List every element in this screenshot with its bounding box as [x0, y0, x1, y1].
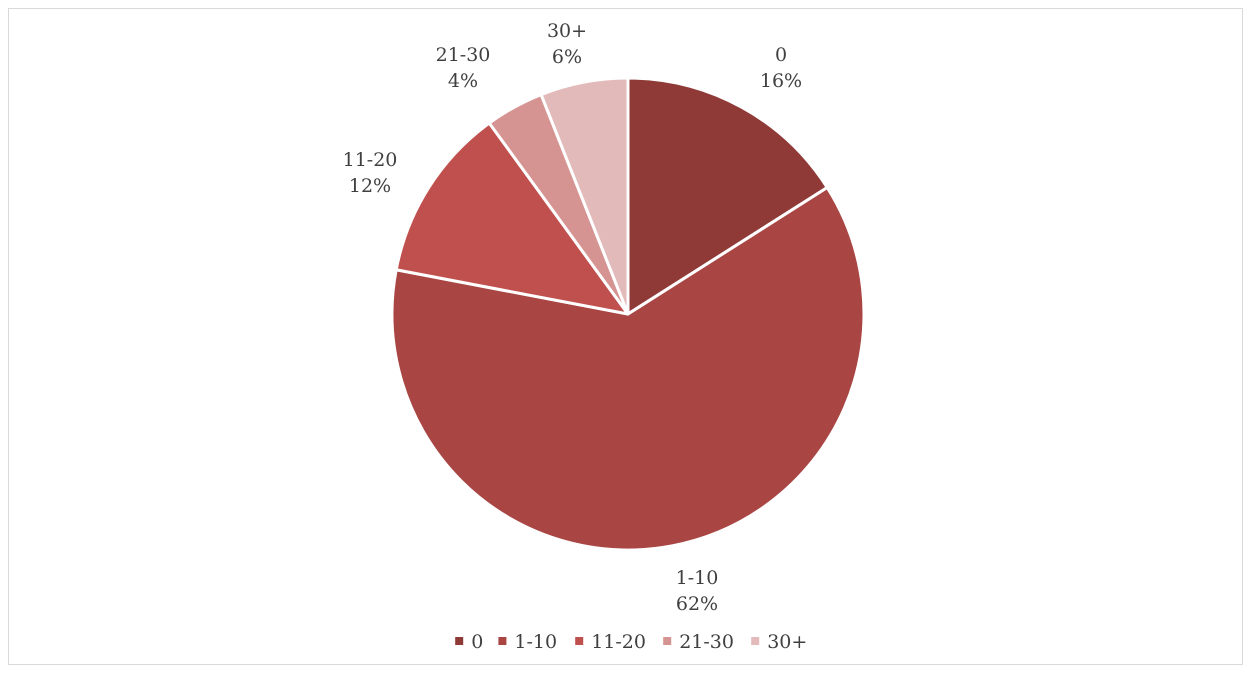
pie-slice-1-10 — [390, 186, 866, 552]
legend-swatch — [455, 637, 464, 645]
slice-label-category: 11-20 — [343, 149, 398, 171]
legend-label: 11-20 — [591, 631, 646, 653]
legend-item-1-10: 1-10 — [498, 631, 557, 653]
slice-label-category: 1-10 — [676, 567, 719, 589]
slice-label-21-30: 21-30 4% — [436, 44, 491, 92]
slice-label-category: 21-30 — [436, 44, 491, 66]
slice-label-percent: 62% — [676, 593, 718, 615]
legend-item-21-30: 21-30 — [663, 631, 734, 653]
slice-label-category: 0 — [775, 44, 787, 66]
slice-label-30plus: 30+ 6% — [547, 20, 587, 68]
slice-label-1-10: 1-10 62% — [676, 567, 719, 615]
pie-slices — [390, 76, 866, 552]
slice-label-category: 30+ — [547, 20, 587, 42]
legend-swatch — [575, 637, 584, 645]
slice-label-percent: 6% — [552, 46, 582, 68]
legend-item-11-20: 11-20 — [575, 631, 646, 653]
slice-label-percent: 12% — [349, 175, 391, 197]
slice-label-0: 0 16% — [760, 44, 802, 92]
legend-swatch — [498, 637, 507, 645]
slice-label-11-20: 11-20 12% — [343, 149, 398, 197]
pie-slice-30plus — [539, 76, 630, 316]
legend-item-0: 0 — [455, 631, 483, 653]
legend-item-30plus: 30+ — [751, 631, 807, 653]
slice-labels: 0 16%1-10 62%11-20 12%21-30 4%30+ 6% — [343, 20, 803, 615]
legend-swatch — [663, 637, 672, 645]
legend-label: 0 — [471, 631, 483, 653]
slice-label-percent: 4% — [448, 70, 478, 92]
legend-label: 30+ — [767, 631, 807, 653]
pie-slice-11-20 — [394, 121, 630, 316]
legend-label: 21-30 — [679, 631, 734, 653]
legend-label: 1-10 — [514, 631, 557, 653]
legend: 0 1-10 11-20 21-30 30+ — [455, 631, 807, 653]
legend-swatch — [751, 637, 760, 645]
slice-label-percent: 16% — [760, 70, 802, 92]
pie-slice-0 — [626, 76, 829, 316]
